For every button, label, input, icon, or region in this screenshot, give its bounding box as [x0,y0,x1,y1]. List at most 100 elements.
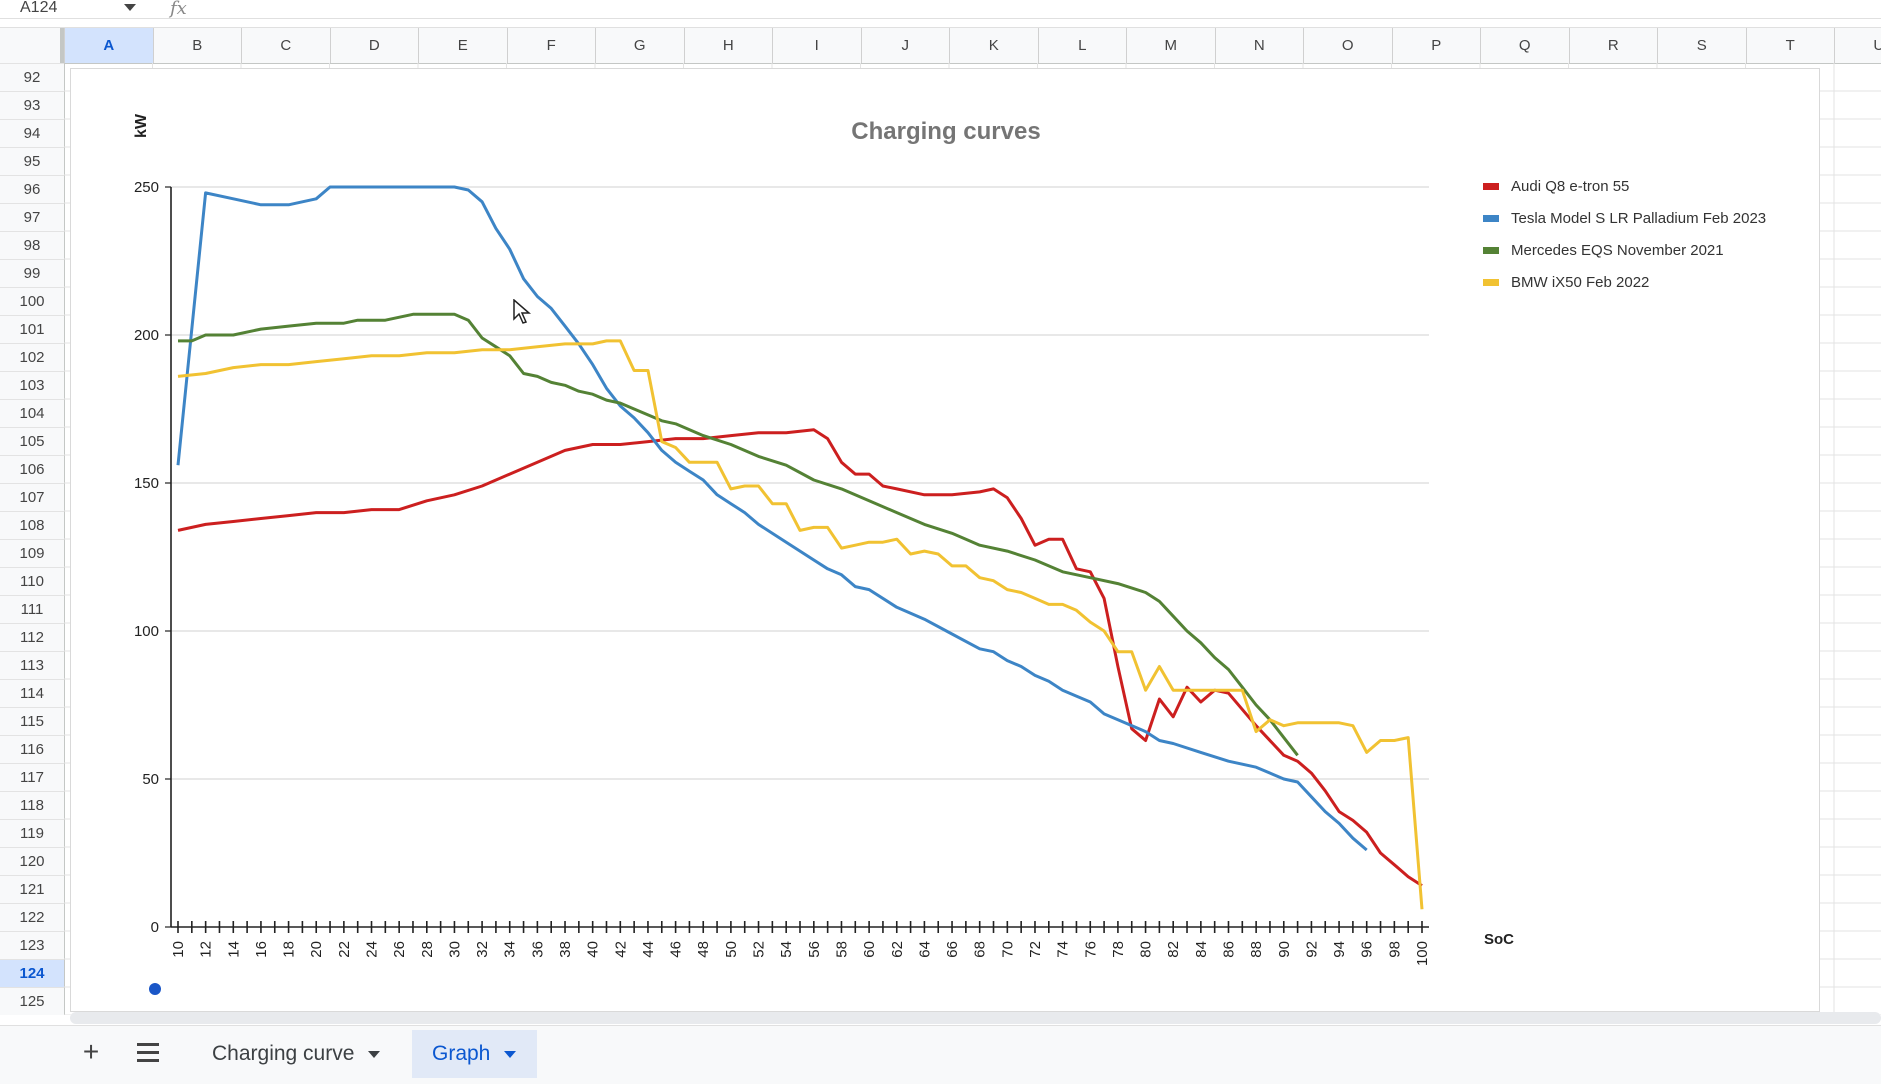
charging-curves-chart[interactable]: 0 50 100 150 200 250 10 12 14 16 18 20 22 24 26 28 30 32… [71,69,1819,1011]
name-box[interactable]: A124 [20,0,58,16]
column-header-r[interactable]: R [1568,28,1658,63]
row-header-117[interactable]: 117 [0,763,64,791]
series-line-2[interactable] [178,312,1299,757]
y-tick-label: 100 [134,623,159,640]
column-header-t[interactable]: T [1745,28,1835,63]
series-line-3[interactable] [177,339,1424,910]
x-tick-label: 12 [198,941,215,958]
row-header-column: 92 93 94 95 96 97 98 99 100 101 102 103 104 105 106 107… [0,63,65,1015]
row-header-104[interactable]: 104 [0,399,64,427]
row-header-121[interactable]: 121 [0,875,64,903]
row-header-118[interactable]: 118 [0,791,64,819]
x-tick-label: 92 [1303,941,1320,958]
row-header-120[interactable]: 120 [0,847,64,875]
column-header-a[interactable]: A [64,28,153,63]
legend-swatch [1483,215,1499,222]
row-header-96[interactable]: 96 [0,175,64,203]
row-header-106[interactable]: 106 [0,455,64,483]
column-header-n[interactable]: N [1214,28,1304,63]
row-header-97[interactable]: 97 [0,203,64,231]
row-header-101[interactable]: 101 [0,315,64,343]
tab-graph[interactable]: Graph [412,1030,537,1078]
row-header-125[interactable]: 125 [0,987,64,1015]
x-tick-label: 54 [778,941,795,958]
row-header-110[interactable]: 110 [0,567,64,595]
column-header-f[interactable]: F [506,28,596,63]
y-tick-label: 250 [134,179,159,196]
row-header-122[interactable]: 122 [0,903,64,931]
add-sheet-button[interactable]: + [82,1036,100,1067]
x-tick-label: 76 [1082,941,1099,958]
x-tick-label: 50 [723,941,740,958]
tab-charging-curve[interactable]: Charging curve [192,1030,412,1078]
row-header-102[interactable]: 102 [0,343,64,371]
series-line-0[interactable] [177,428,1423,887]
x-tick-label: 32 [474,941,491,958]
column-header-b[interactable]: B [152,28,242,63]
x-tick-label: 58 [833,941,850,958]
row-header-99[interactable]: 99 [0,259,64,287]
column-header-g[interactable]: G [595,28,684,63]
x-tick-label: 98 [1386,941,1403,958]
row-header-92[interactable]: 92 [0,63,64,91]
row-header-103[interactable]: 103 [0,371,64,399]
row-header-105[interactable]: 105 [0,427,64,455]
row-header-119[interactable]: 119 [0,819,64,847]
x-tick-label: 38 [557,941,574,958]
column-header-p[interactable]: P [1391,28,1481,63]
row-header-114[interactable]: 114 [0,679,64,707]
sheet-tab-bar: + Charging curve Graph [0,1025,1881,1084]
chart-object[interactable]: 0 50 100 150 200 250 10 12 14 16 18 20 22 24 26 28 30 32… [70,68,1820,1012]
x-tick-label: 18 [281,941,298,958]
row-header-123[interactable]: 123 [0,931,64,959]
row-header-113[interactable]: 113 [0,651,64,679]
x-tick-label: 72 [1027,941,1044,958]
row-header-116[interactable]: 116 [0,735,64,763]
name-box-dropdown-icon[interactable] [124,4,136,11]
x-tick-label: 48 [695,941,712,958]
column-header-q[interactable]: Q [1480,28,1569,63]
chevron-down-icon[interactable] [368,1050,381,1058]
column-header-o[interactable]: O [1303,28,1392,63]
chart-gridlines [171,186,1429,780]
chart-legend: Audi Q8 e-tron 55 Tesla Model S LR Pallad… [1483,178,1766,291]
all-sheets-menu-icon[interactable] [132,1038,164,1068]
column-header-h[interactable]: H [683,28,773,63]
row-header-108[interactable]: 108 [0,511,64,539]
column-header-e[interactable]: E [418,28,507,63]
row-header-94[interactable]: 94 [0,119,64,147]
row-header-98[interactable]: 98 [0,231,64,259]
column-header-c[interactable]: C [241,28,330,63]
row-header-115[interactable]: 115 [0,707,64,735]
column-header-j[interactable]: J [860,28,950,63]
column-header-k[interactable]: K [949,28,1038,63]
row-header-107[interactable]: 107 [0,483,64,511]
x-tick-label: 34 [502,941,519,958]
column-header-l[interactable]: L [1037,28,1127,63]
column-header-s[interactable]: S [1657,28,1746,63]
select-all-corner[interactable] [0,28,64,63]
row-header-100[interactable]: 100 [0,287,64,315]
row-header-111[interactable]: 111 [0,595,64,623]
row-header-124[interactable]: 124 [0,959,64,987]
x-tick-label: 86 [1220,941,1237,958]
column-header-m[interactable]: M [1126,28,1215,63]
x-tick-label: 28 [419,941,436,958]
column-header-i[interactable]: I [772,28,861,63]
x-tick-label: 96 [1359,941,1376,958]
column-header-u[interactable]: U [1834,28,1881,63]
x-tick-label: 90 [1276,941,1293,958]
row-header-95[interactable]: 95 [0,147,64,175]
column-header-d[interactable]: D [329,28,419,63]
x-tick-label: 94 [1331,941,1348,958]
selection-handle[interactable] [149,983,161,995]
row-header-112[interactable]: 112 [0,623,64,651]
row-header-109[interactable]: 109 [0,539,64,567]
chevron-down-icon[interactable] [504,1050,517,1058]
horizontal-scrollbar[interactable] [70,1012,1881,1024]
x-tick-label: 40 [585,941,602,958]
y-tick-label: 150 [134,475,159,492]
mouse-cursor-icon [513,299,531,324]
row-header-93[interactable]: 93 [0,91,64,119]
series-line-1[interactable] [176,185,1368,852]
